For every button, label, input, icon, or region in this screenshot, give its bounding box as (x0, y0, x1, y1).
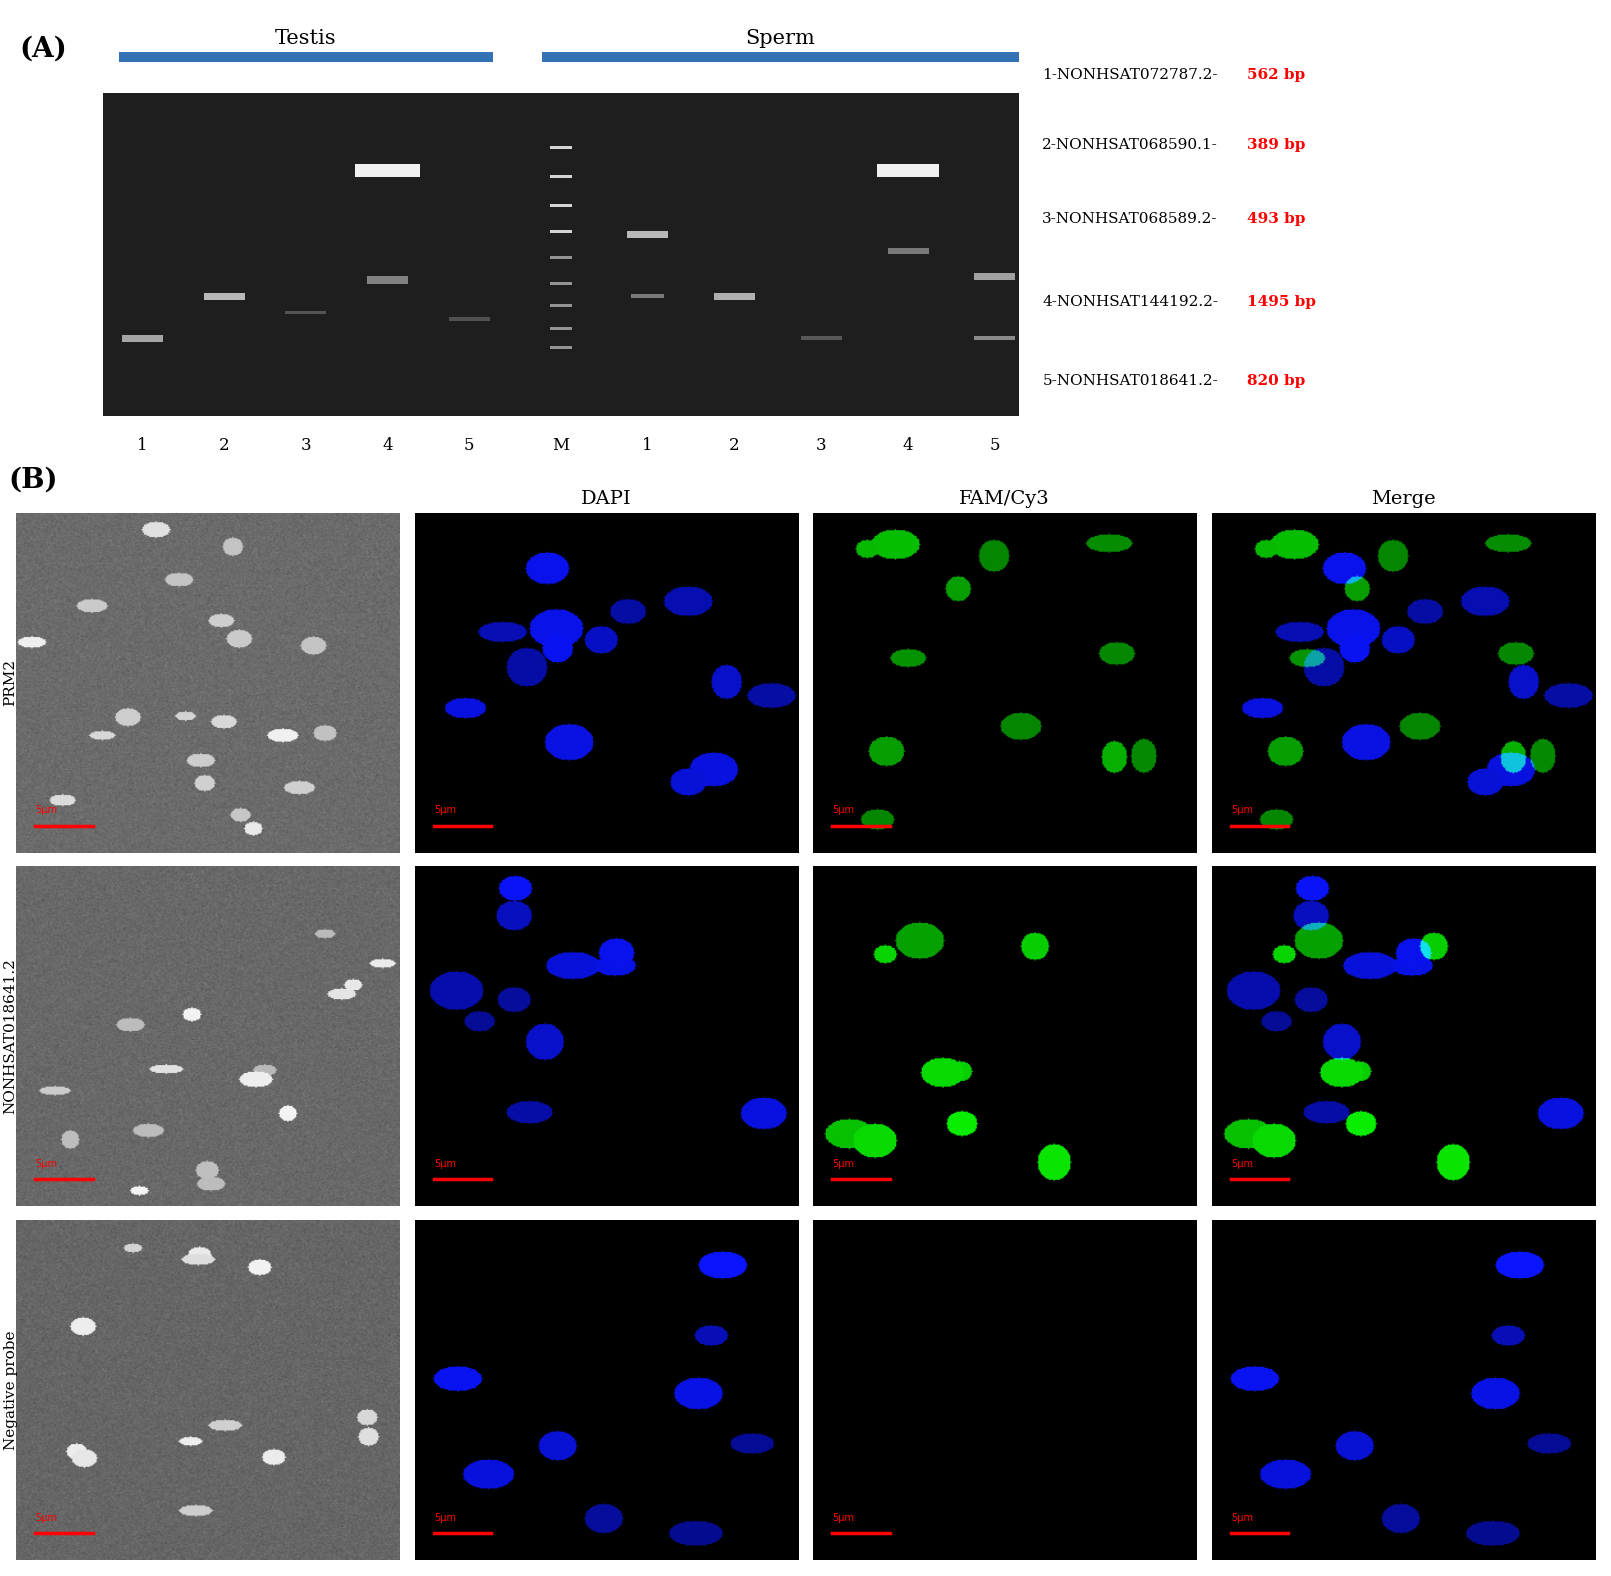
Text: 4: 4 (382, 438, 393, 454)
Bar (632, 295, 664, 298)
Text: 4-NONHSAT144192.2-: 4-NONHSAT144192.2- (1042, 295, 1218, 309)
Bar (549, 304, 572, 307)
Bar (627, 232, 669, 238)
Bar (449, 317, 490, 320)
Bar (888, 247, 928, 254)
Text: (A): (A) (19, 36, 68, 63)
Text: 5μm: 5μm (1231, 1513, 1253, 1522)
Bar (549, 205, 572, 208)
Text: 5μm: 5μm (1231, 805, 1253, 815)
Bar (549, 255, 572, 258)
Text: 5μm: 5μm (433, 1158, 456, 1169)
Bar (975, 273, 1015, 281)
Title: FAM/Cy3: FAM/Cy3 (960, 490, 1050, 507)
Bar (122, 334, 163, 342)
Bar (549, 175, 572, 178)
Text: 5μm: 5μm (433, 805, 456, 815)
Text: 2-NONHSAT068590.1-: 2-NONHSAT068590.1- (1042, 139, 1218, 151)
Text: Sperm: Sperm (746, 28, 815, 49)
Text: 5μm: 5μm (35, 1513, 58, 1522)
Text: 1-NONHSAT072787.2-: 1-NONHSAT072787.2- (1042, 68, 1218, 82)
Title: DAPI: DAPI (582, 490, 632, 507)
Text: M: M (553, 438, 569, 454)
Y-axis label: PRM2: PRM2 (3, 659, 18, 706)
Bar (549, 147, 572, 150)
Text: 562 bp: 562 bp (1247, 68, 1305, 82)
Text: 3: 3 (817, 438, 826, 454)
Bar (285, 310, 327, 314)
Bar (878, 164, 939, 177)
Bar (119, 52, 493, 61)
Text: 2: 2 (730, 438, 739, 454)
Text: 5μm: 5μm (833, 1513, 854, 1522)
Text: 3: 3 (301, 438, 311, 454)
Bar (103, 93, 1018, 416)
Bar (549, 282, 572, 285)
Bar (549, 230, 572, 233)
Bar (354, 164, 420, 177)
Text: 1: 1 (643, 438, 652, 454)
Y-axis label: Negative probe: Negative probe (3, 1330, 18, 1450)
Title: Merge: Merge (1371, 490, 1435, 507)
Text: 5μm: 5μm (35, 1158, 58, 1169)
Y-axis label: NONHSAT018641.2: NONHSAT018641.2 (3, 958, 18, 1114)
Text: Testis: Testis (275, 28, 337, 49)
Text: 389 bp: 389 bp (1247, 139, 1305, 151)
Bar (549, 326, 572, 329)
Text: 5μm: 5μm (833, 1158, 854, 1169)
Text: 5μm: 5μm (1231, 1158, 1253, 1169)
Bar (541, 52, 1018, 61)
Bar (714, 293, 756, 299)
Text: 4: 4 (902, 438, 913, 454)
Bar (203, 293, 245, 299)
Text: 5μm: 5μm (35, 805, 58, 815)
Text: 5μm: 5μm (833, 805, 854, 815)
Bar (549, 347, 572, 350)
Text: 1495 bp: 1495 bp (1247, 295, 1316, 309)
Text: 3-NONHSAT068589.2-: 3-NONHSAT068589.2- (1042, 213, 1218, 227)
Text: 2: 2 (219, 438, 229, 454)
Text: 820 bp: 820 bp (1247, 374, 1305, 388)
Bar (367, 276, 408, 284)
Text: 5-NONHSAT018641.2-: 5-NONHSAT018641.2- (1042, 374, 1218, 388)
Text: 493 bp: 493 bp (1247, 213, 1305, 227)
Text: 1: 1 (137, 438, 148, 454)
Text: 5μm: 5μm (433, 1513, 456, 1522)
Bar (801, 336, 843, 340)
Text: 5: 5 (464, 438, 475, 454)
Text: (B): (B) (8, 466, 58, 493)
Text: 5: 5 (989, 438, 1000, 454)
Bar (975, 336, 1015, 340)
